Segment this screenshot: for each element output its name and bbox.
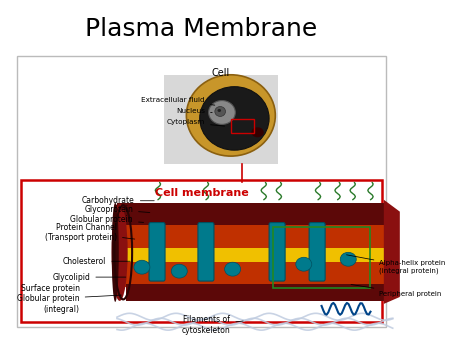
Text: Carbohydrate: Carbohydrate [82, 196, 154, 205]
Text: Cholesterol: Cholesterol [63, 257, 130, 266]
Bar [273, 226, 370, 288]
Ellipse shape [112, 203, 119, 302]
Ellipse shape [200, 87, 269, 150]
Ellipse shape [134, 260, 150, 274]
Bar [18, 56, 386, 327]
Text: Extracellular fluid: Extracellular fluid [141, 97, 215, 105]
Polygon shape [117, 248, 386, 265]
Ellipse shape [186, 75, 275, 156]
Bar [21, 180, 382, 322]
Text: Glycolipid: Glycolipid [53, 273, 126, 282]
Text: Surface protein
Globular protein
(integral): Surface protein Globular protein (integr… [17, 284, 122, 314]
Text: Protein Channel
(Transport protein): Protein Channel (Transport protein) [45, 223, 135, 242]
Text: Filaments of
cytoskeleton: Filaments of cytoskeleton [181, 315, 243, 335]
Text: Alpha-helix protein
(integral protein): Alpha-helix protein (integral protein) [346, 255, 446, 274]
Ellipse shape [217, 109, 221, 112]
Ellipse shape [209, 101, 235, 124]
Text: Cytoplasm: Cytoplasm [167, 119, 225, 126]
Text: Cell: Cell [212, 68, 230, 78]
Polygon shape [117, 224, 386, 251]
Ellipse shape [215, 106, 225, 116]
Polygon shape [117, 262, 386, 287]
Ellipse shape [112, 204, 128, 301]
Text: Globular protein: Globular protein [70, 215, 144, 224]
FancyBboxPatch shape [198, 222, 214, 281]
FancyBboxPatch shape [149, 222, 165, 281]
FancyBboxPatch shape [269, 222, 285, 281]
Text: Cell membrane: Cell membrane [155, 188, 248, 198]
Polygon shape [117, 203, 386, 227]
Text: Peripheral protein: Peripheral protein [351, 285, 442, 297]
Bar [164, 75, 278, 164]
Ellipse shape [251, 127, 264, 137]
Ellipse shape [171, 264, 187, 278]
Ellipse shape [225, 262, 241, 276]
Ellipse shape [296, 257, 312, 271]
Polygon shape [384, 200, 400, 304]
Polygon shape [126, 284, 386, 301]
Bar [231, 119, 254, 133]
Text: Glycoprotein: Glycoprotein [84, 205, 150, 214]
Ellipse shape [340, 252, 356, 266]
FancyBboxPatch shape [309, 222, 325, 281]
Text: Nucleus: Nucleus [176, 108, 212, 115]
Text: Plasma Membrane: Plasma Membrane [86, 17, 318, 41]
